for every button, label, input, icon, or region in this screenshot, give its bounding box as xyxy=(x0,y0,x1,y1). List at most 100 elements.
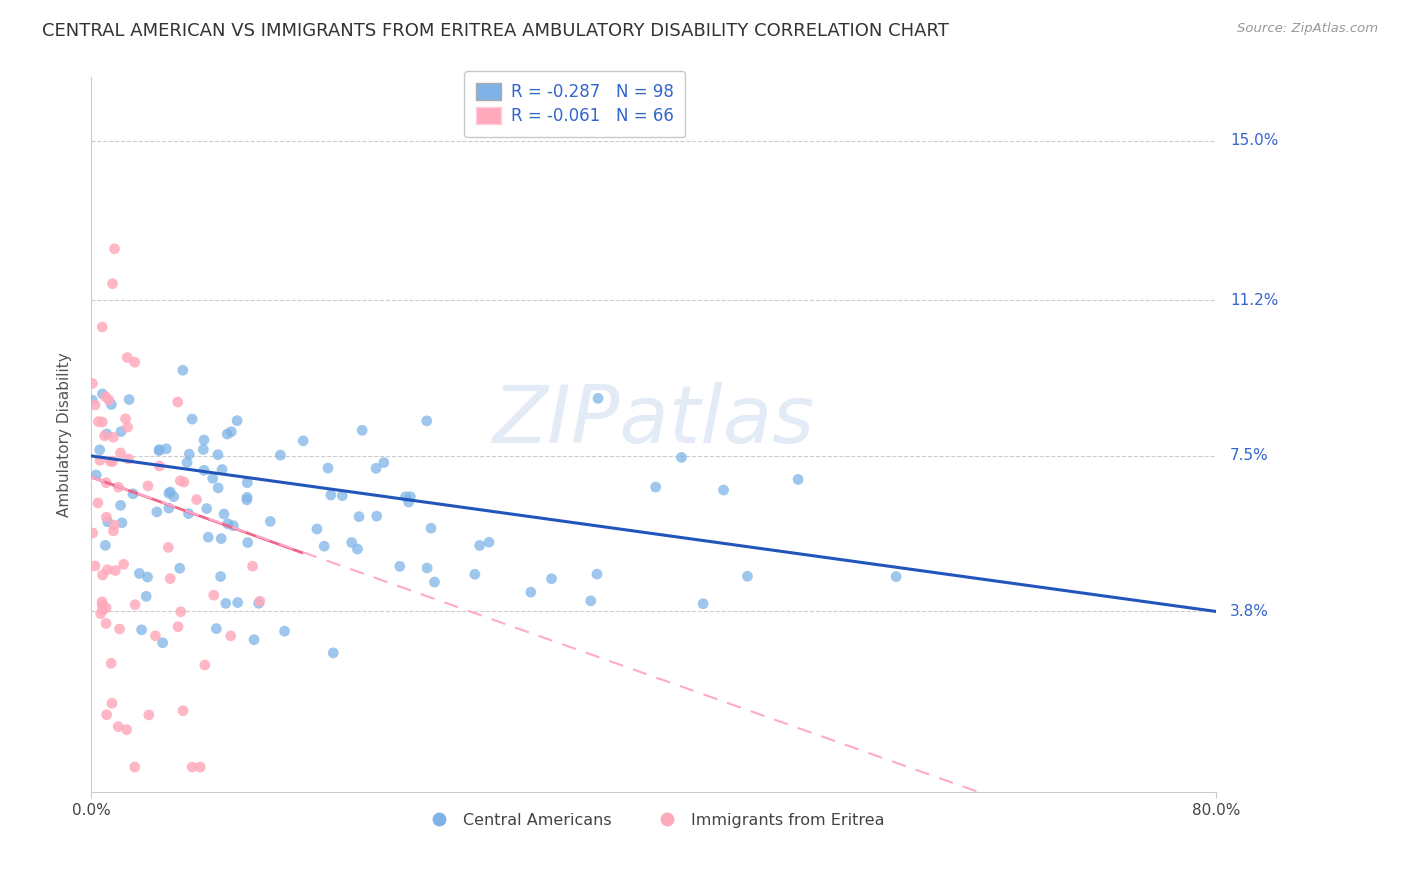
Point xyxy=(179,447,201,461)
Point xyxy=(236,535,259,549)
Point xyxy=(89,442,111,457)
Point xyxy=(94,538,117,552)
Point xyxy=(96,563,118,577)
Point xyxy=(219,425,242,439)
Point xyxy=(388,559,411,574)
Point xyxy=(202,588,225,602)
Point xyxy=(316,461,339,475)
Point xyxy=(292,434,315,448)
Point xyxy=(104,564,127,578)
Point xyxy=(217,427,239,442)
Point xyxy=(222,518,245,533)
Point xyxy=(242,559,264,574)
Point xyxy=(579,594,602,608)
Point xyxy=(314,539,336,553)
Point xyxy=(96,600,118,615)
Point xyxy=(236,475,259,490)
Text: 15.0%: 15.0% xyxy=(1230,133,1278,148)
Point xyxy=(226,596,249,610)
Point xyxy=(157,486,180,500)
Point xyxy=(94,390,117,404)
Point xyxy=(713,483,735,497)
Point xyxy=(112,558,135,572)
Point xyxy=(188,760,211,774)
Point xyxy=(215,596,238,610)
Point xyxy=(197,530,219,544)
Point xyxy=(176,455,198,469)
Point xyxy=(671,450,693,465)
Point xyxy=(94,616,117,631)
Point xyxy=(131,623,153,637)
Point xyxy=(101,454,124,468)
Point xyxy=(93,429,115,443)
Point xyxy=(84,558,107,573)
Point xyxy=(186,492,208,507)
Point xyxy=(169,561,191,575)
Point xyxy=(96,510,118,524)
Point xyxy=(207,481,229,495)
Point xyxy=(114,411,136,425)
Point xyxy=(97,515,120,529)
Point xyxy=(117,420,139,434)
Point xyxy=(236,491,259,505)
Point xyxy=(169,474,191,488)
Point xyxy=(172,363,194,377)
Point xyxy=(136,479,159,493)
Point xyxy=(394,490,416,504)
Point xyxy=(364,461,387,475)
Point xyxy=(89,453,111,467)
Text: 11.2%: 11.2% xyxy=(1230,293,1278,308)
Point xyxy=(152,636,174,650)
Point xyxy=(157,501,180,516)
Point xyxy=(305,522,328,536)
Point xyxy=(82,526,104,541)
Point xyxy=(122,487,145,501)
Point xyxy=(205,622,228,636)
Point xyxy=(100,657,122,671)
Point xyxy=(269,448,291,462)
Point xyxy=(91,320,114,334)
Point xyxy=(98,454,121,468)
Point xyxy=(319,488,342,502)
Point xyxy=(103,524,125,538)
Point xyxy=(163,490,186,504)
Legend: Central Americans, Immigrants from Eritrea: Central Americans, Immigrants from Eritr… xyxy=(416,806,891,834)
Point xyxy=(181,760,204,774)
Point xyxy=(273,624,295,639)
Point xyxy=(159,485,181,500)
Point xyxy=(330,489,353,503)
Point xyxy=(347,509,370,524)
Point xyxy=(181,412,204,426)
Point xyxy=(118,392,141,407)
Point xyxy=(373,456,395,470)
Point xyxy=(108,622,131,636)
Point xyxy=(148,442,170,457)
Point xyxy=(346,541,368,556)
Point xyxy=(110,425,132,439)
Point xyxy=(155,442,177,456)
Point xyxy=(884,569,907,583)
Point xyxy=(416,561,439,575)
Point xyxy=(644,480,666,494)
Point xyxy=(170,605,193,619)
Text: ZIPatlas: ZIPatlas xyxy=(492,382,814,459)
Point xyxy=(111,516,134,530)
Point xyxy=(157,541,180,555)
Point xyxy=(167,620,190,634)
Point xyxy=(243,632,266,647)
Point xyxy=(423,574,446,589)
Point xyxy=(91,595,114,609)
Point xyxy=(124,598,146,612)
Point xyxy=(100,397,122,411)
Text: 7.5%: 7.5% xyxy=(1230,449,1268,464)
Point xyxy=(195,501,218,516)
Point xyxy=(146,505,169,519)
Point xyxy=(352,423,374,437)
Point xyxy=(217,516,239,531)
Point xyxy=(249,594,271,608)
Point xyxy=(82,393,104,408)
Point xyxy=(84,468,107,483)
Point xyxy=(172,704,194,718)
Point xyxy=(201,471,224,485)
Point xyxy=(135,590,157,604)
